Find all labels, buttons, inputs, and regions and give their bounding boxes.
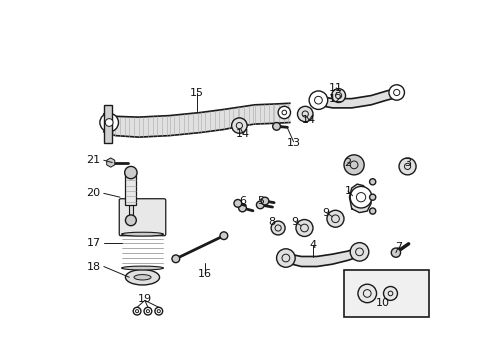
Text: 8: 8 [268,217,275,227]
Circle shape [100,113,118,132]
Circle shape [220,232,227,239]
Circle shape [331,89,345,103]
Circle shape [125,215,136,226]
Circle shape [157,310,160,313]
Circle shape [135,310,138,313]
Text: 14: 14 [302,115,316,125]
Circle shape [369,208,375,214]
Ellipse shape [125,270,159,285]
Text: 5: 5 [257,196,264,206]
Text: 13: 13 [286,138,300,148]
Text: 3: 3 [403,158,410,167]
Circle shape [357,284,376,303]
Circle shape [390,248,400,257]
Circle shape [343,155,364,175]
Circle shape [133,307,141,315]
Circle shape [404,163,410,170]
Text: 16: 16 [197,269,211,279]
Text: 20: 20 [86,188,101,198]
Text: 15: 15 [189,88,203,98]
Circle shape [369,194,375,200]
Circle shape [308,91,327,109]
Text: 1: 1 [344,186,351,196]
Text: 9: 9 [291,217,298,227]
Circle shape [398,158,415,175]
Circle shape [105,119,113,126]
Bar [125,172,136,205]
Circle shape [261,197,268,205]
Circle shape [349,161,357,169]
Polygon shape [106,158,115,167]
Circle shape [349,243,368,261]
Circle shape [282,254,289,262]
Circle shape [124,166,137,179]
Circle shape [278,106,290,119]
Circle shape [369,179,375,185]
Circle shape [172,255,179,263]
Text: 14: 14 [236,129,250,139]
Circle shape [383,287,397,300]
Circle shape [272,122,280,130]
Polygon shape [349,184,370,213]
Circle shape [331,215,339,222]
Polygon shape [285,247,359,266]
Circle shape [349,186,371,208]
Text: 9: 9 [322,208,329,217]
Text: 4: 4 [309,240,316,250]
Circle shape [300,224,308,232]
Circle shape [233,199,241,207]
Circle shape [270,221,285,235]
Circle shape [363,289,370,297]
Text: 21: 21 [86,155,101,165]
Circle shape [236,122,242,129]
Ellipse shape [134,275,151,280]
Text: 10: 10 [375,298,389,309]
Circle shape [355,248,363,256]
Text: 6: 6 [239,196,246,206]
Ellipse shape [122,232,163,236]
Circle shape [356,193,365,202]
Bar [128,205,133,220]
Polygon shape [316,88,397,108]
Circle shape [302,111,308,117]
Circle shape [231,118,246,133]
Text: 18: 18 [86,261,101,271]
Polygon shape [103,103,289,137]
Circle shape [144,307,151,315]
Bar [343,270,428,316]
Text: 19: 19 [138,294,152,304]
Ellipse shape [122,266,163,270]
Text: 2: 2 [344,158,351,167]
Circle shape [388,85,404,100]
Text: 7: 7 [394,242,401,252]
Circle shape [282,110,286,115]
Circle shape [335,93,341,99]
FancyBboxPatch shape [119,199,165,236]
Circle shape [155,307,163,315]
Circle shape [297,106,312,122]
Circle shape [387,291,392,296]
Circle shape [326,210,343,227]
Text: 17: 17 [86,238,101,248]
Circle shape [274,225,281,231]
Polygon shape [103,105,111,143]
Circle shape [238,204,246,212]
Text: 12: 12 [328,94,343,104]
Text: 11: 11 [328,83,343,93]
Circle shape [314,96,322,104]
Circle shape [146,310,149,313]
Circle shape [295,220,312,237]
Circle shape [256,201,264,209]
Circle shape [276,249,295,267]
Circle shape [393,89,399,95]
